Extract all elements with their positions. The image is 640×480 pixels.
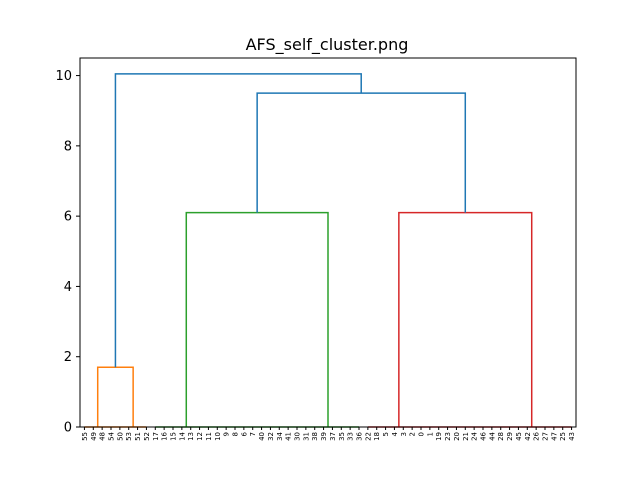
- leaf-label: 50: [116, 432, 124, 441]
- leaf-label: 19: [435, 432, 443, 441]
- leaf-label: 45: [515, 432, 523, 441]
- leaf-label: 22: [364, 432, 372, 441]
- leaf-label: 1: [426, 432, 434, 436]
- leaf-label: 9: [223, 432, 231, 436]
- y-tick-label: 10: [55, 69, 72, 84]
- leaf-label: 51: [134, 432, 142, 441]
- leaf-label: 26: [533, 431, 541, 440]
- x-axis-leaf-labels: 55 49 48 54 50 53 51 52 17 16 15 14 13 12 11 10 9 8 6 7 40 32…: [81, 427, 576, 441]
- plot-frame: [79, 57, 577, 428]
- leaf-label: 8: [232, 432, 240, 436]
- leaf-label: 0: [418, 432, 426, 436]
- leaf-label: 43: [568, 432, 576, 441]
- leaf-label: 18: [373, 432, 381, 441]
- y-tick-label: 6: [64, 210, 72, 225]
- leaf-label: 40: [258, 432, 266, 441]
- leaf-label: 15: [170, 432, 178, 441]
- dendrogram-links: [84, 73, 572, 428]
- leaf-label: 54: [108, 431, 116, 440]
- dendrogram-link-5: [114, 73, 362, 368]
- chart-title: AFS_self_cluster.png: [246, 35, 409, 55]
- leaf-label: 4: [391, 431, 399, 436]
- leaf-label: 23: [444, 432, 452, 441]
- leaf-label: 31: [302, 432, 310, 441]
- leaf-label: 37: [329, 432, 337, 441]
- leaf-label: 35: [338, 432, 346, 441]
- leaf-label: 44: [488, 431, 496, 440]
- dendrogram-link-3: [398, 211, 533, 427]
- leaf-label: 20: [453, 432, 461, 441]
- y-tick-label: 0: [64, 421, 72, 436]
- leaf-label: 14: [178, 431, 186, 440]
- leaf-label: 2: [409, 432, 417, 436]
- y-axis: 0 2 4 6 8 10: [55, 69, 80, 436]
- leaf-label: 47: [550, 432, 558, 441]
- leaf-label: 53: [125, 432, 133, 441]
- leaf-label: 24: [471, 431, 479, 440]
- leaf-label: 46: [480, 431, 488, 440]
- leaf-label: 42: [524, 432, 532, 441]
- leaf-label: 30: [294, 432, 302, 441]
- leaf-label: 32: [267, 432, 275, 441]
- leaf-label: 36: [356, 431, 364, 440]
- leaf-label: 3: [400, 432, 408, 436]
- leaf-label: 39: [320, 432, 328, 441]
- y-tick-label: 4: [64, 280, 72, 295]
- leaf-label: 21: [462, 432, 470, 441]
- leaf-label: 25: [559, 432, 567, 441]
- leaf-label: 52: [143, 432, 151, 441]
- leaf-label: 48: [99, 432, 107, 441]
- y-tick-label: 8: [64, 139, 72, 154]
- leaf-label: 13: [187, 432, 195, 441]
- leaf-label: 55: [81, 432, 89, 441]
- leaf-label: 11: [205, 432, 213, 441]
- leaf-label: 10: [214, 432, 222, 441]
- leaf-label: 16: [161, 431, 169, 440]
- leaf-label: 29: [506, 432, 514, 441]
- leaf-label: 49: [90, 432, 98, 441]
- y-tick-label: 2: [64, 350, 72, 365]
- leaf-label: 7: [249, 432, 257, 436]
- leaf-label: 5: [382, 432, 390, 436]
- leaf-label: 34: [276, 431, 284, 440]
- dendrogram-link-4: [256, 92, 467, 213]
- leaf-label: 33: [347, 432, 355, 441]
- leaf-label: 28: [497, 432, 505, 441]
- leaf-label: 27: [542, 432, 550, 441]
- dendrogram-link-2: [185, 211, 329, 427]
- leaf-label: 6: [240, 431, 248, 436]
- dendrogram-link-1: [96, 366, 134, 427]
- leaf-label: 41: [285, 432, 293, 441]
- leaf-label: 17: [152, 432, 160, 441]
- leaf-label: 12: [196, 432, 204, 441]
- leaf-label: 38: [311, 432, 319, 441]
